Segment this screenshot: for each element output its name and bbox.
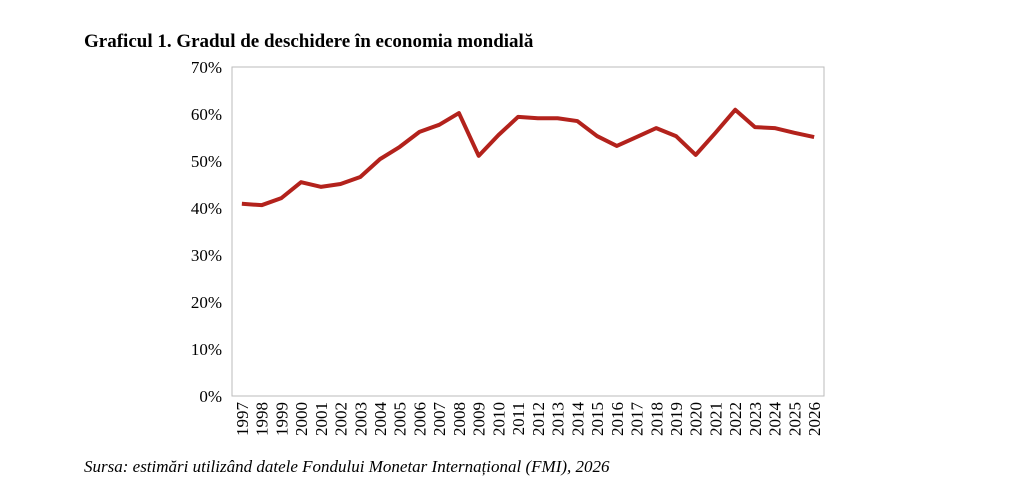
- x-tick-label: 2019: [667, 402, 686, 436]
- y-tick-label: 20%: [191, 293, 222, 312]
- x-tick-label: 2012: [529, 402, 548, 436]
- x-tick-label: 2011: [509, 402, 528, 435]
- x-tick-label: 2023: [746, 402, 765, 436]
- x-tick-label: 2000: [292, 402, 311, 436]
- x-tick-label: 2006: [410, 402, 429, 436]
- x-tick-label: 2007: [430, 402, 449, 437]
- x-tick-label: 2001: [312, 402, 331, 436]
- x-tick-label: 1998: [253, 402, 272, 436]
- x-tick-label: 2026: [805, 402, 824, 436]
- x-tick-label: 2016: [608, 402, 627, 436]
- x-tick-label: 1997: [233, 402, 252, 437]
- x-tick-label: 2002: [332, 402, 351, 436]
- source-note: Sursa: estimări utilizând datele Fondulu…: [84, 457, 610, 476]
- x-tick-label: 2022: [726, 402, 745, 436]
- chart-title: Graficul 1. Gradul de deschidere în econ…: [84, 31, 534, 52]
- y-tick-label: 70%: [191, 58, 222, 77]
- x-tick-label: 2021: [706, 402, 725, 436]
- y-tick-label: 30%: [191, 246, 222, 265]
- y-tick-label: 10%: [191, 340, 222, 359]
- x-tick-label: 2014: [568, 402, 587, 437]
- x-tick-label: 2020: [687, 402, 706, 436]
- x-tick-label: 1999: [272, 402, 291, 436]
- x-tick-label: 2018: [647, 402, 666, 436]
- x-tick-label: 2017: [628, 402, 647, 437]
- y-tick-label: 60%: [191, 105, 222, 124]
- x-tick-label: 2005: [391, 402, 410, 436]
- x-tick-label: 2013: [549, 402, 568, 436]
- y-tick-label: 50%: [191, 152, 222, 171]
- x-tick-label: 2003: [351, 402, 370, 436]
- y-tick-label: 0%: [199, 387, 222, 406]
- x-tick-label: 2015: [588, 402, 607, 436]
- x-tick-label: 2009: [470, 402, 489, 436]
- data-line: [241, 107, 815, 208]
- plot-area: [231, 66, 825, 397]
- y-tick-label: 40%: [191, 199, 222, 218]
- x-tick-label: 2010: [489, 402, 508, 436]
- x-tick-label: 2008: [450, 402, 469, 436]
- x-tick-label: 2004: [371, 402, 390, 437]
- x-tick-label: 2025: [785, 402, 804, 436]
- x-tick-label: 2024: [766, 402, 785, 437]
